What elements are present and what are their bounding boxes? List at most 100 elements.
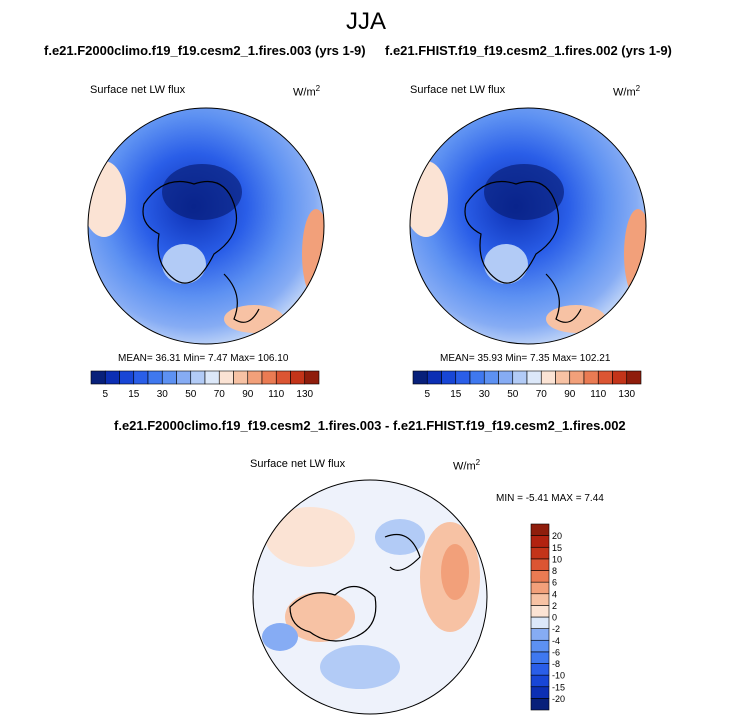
panel2-mid-region	[484, 244, 528, 284]
colorbar-swatch	[626, 370, 642, 385]
panel1-mid-region	[162, 244, 206, 284]
panel3-neg-region	[320, 645, 400, 689]
colorbar-tick-label: 5	[102, 389, 108, 400]
colorbar-tick-label: -15	[552, 682, 565, 692]
colorbar-tick-label: 30	[157, 389, 169, 400]
colorbar-swatch	[530, 535, 550, 548]
colorbar-swatch	[530, 686, 550, 699]
panel2-warm-region	[546, 305, 606, 333]
colorbar-tick-label: 6	[552, 578, 557, 588]
colorbar-tick-label: 130	[618, 389, 635, 400]
panel1-cold-core	[162, 164, 242, 220]
panel1-coastline	[223, 273, 260, 323]
panel3-pos-region	[265, 507, 355, 567]
panel1-title: f.e21.F2000climo.f19_f19.cesm2_1.fires.0…	[44, 43, 366, 58]
colorbar-tick-label: 10	[552, 554, 562, 564]
panel2-title: f.e21.FHIST.f19_f19.cesm2_1.fires.002 (y…	[385, 43, 672, 58]
colorbar-swatch	[530, 698, 550, 711]
colorbar-tick-label: -2	[552, 624, 560, 634]
colorbar-tick-label: -4	[552, 636, 560, 646]
colorbar-tick-label: 90	[564, 389, 576, 400]
colorbar-swatch	[290, 370, 306, 385]
colorbar-swatch	[483, 370, 499, 385]
colorbar-tick-label: -8	[552, 659, 560, 669]
panel3-units: W/m2	[453, 458, 481, 473]
panel3-pos-region	[441, 544, 469, 600]
panel3-coastline	[289, 585, 377, 642]
panel1-warm-region	[224, 305, 284, 333]
colorbar-swatch	[104, 370, 120, 385]
colorbar-swatch	[412, 370, 428, 385]
colorbar-swatch	[530, 605, 550, 618]
colorbar-swatch	[261, 370, 277, 385]
panel2-cold-core	[484, 164, 564, 220]
colorbar-tick-label: 50	[507, 389, 519, 400]
panel3-map	[252, 479, 488, 715]
colorbar-tick-label: 50	[185, 389, 197, 400]
colorbar-swatch	[530, 616, 550, 629]
panel2-coastline	[545, 273, 582, 323]
colorbar-tick-label: 5	[424, 389, 430, 400]
colorbar-swatch	[455, 370, 471, 385]
colorbar-tick-label: 90	[242, 389, 254, 400]
colorbar-swatch	[119, 370, 135, 385]
panel3-variable-label: Surface net LW flux	[250, 458, 346, 470]
colorbar-tick-label: 110	[590, 389, 606, 400]
panel2-variable-label: Surface net LW flux	[410, 84, 506, 96]
colorbar-swatch	[204, 370, 220, 385]
colorbar-tick-label: 70	[536, 389, 548, 400]
colorbar-swatch	[441, 370, 457, 385]
colorbar-tick-label: 8	[552, 566, 557, 576]
colorbar-swatch	[147, 370, 163, 385]
panel1-map-boundary	[87, 107, 325, 345]
colorbar-swatch	[530, 523, 550, 536]
panel2-stats: MEAN= 35.93 Min= 7.35 Max= 102.21	[440, 353, 611, 364]
colorbar-tick-label: 30	[479, 389, 491, 400]
colorbar-swatch	[530, 570, 550, 583]
colorbar-tick-label: -6	[552, 647, 560, 657]
panel1-stats: MEAN= 36.31 Min= 7.47 Max= 106.10	[118, 353, 289, 364]
panel1-field	[88, 108, 324, 344]
colorbar-swatch	[90, 370, 106, 385]
colorbar-swatch	[469, 370, 485, 385]
colorbar-tick-label: 130	[296, 389, 313, 400]
panel1-colorbar: 5 15 30 50 70 90 110 130	[90, 370, 320, 400]
colorbar-tick-label: 20	[552, 531, 562, 541]
colorbar-swatch	[161, 370, 177, 385]
colorbar-tick-label: -10	[552, 671, 565, 681]
colorbar-swatch	[233, 370, 249, 385]
colorbar-swatch	[530, 581, 550, 595]
panel1-coastline	[142, 180, 238, 284]
colorbar-swatch	[190, 370, 206, 385]
panel2-colorbar: 5 15 30 50 70 90 110 130	[412, 370, 642, 400]
colorbar-swatch	[133, 370, 149, 385]
colorbar-tick-label: 15	[128, 389, 140, 400]
panel3-coastline	[384, 533, 421, 571]
colorbar-swatch	[530, 663, 550, 676]
colorbar-swatch	[247, 370, 263, 385]
panel2-units: W/m2	[613, 84, 641, 99]
panel3-title: f.e21.F2000climo.f19_f19.cesm2_1.fires.0…	[114, 418, 626, 433]
panel1-variable-label: Surface net LW flux	[90, 84, 186, 96]
colorbar-swatch	[304, 370, 320, 385]
panel1-warm-region	[88, 161, 126, 237]
panel3-neg-region	[262, 623, 298, 651]
colorbar-swatch	[498, 370, 514, 385]
colorbar-swatch	[512, 370, 528, 385]
colorbar-swatch	[275, 370, 291, 385]
panel1-map	[87, 107, 325, 345]
colorbar-swatch	[530, 558, 550, 571]
colorbar-swatch	[530, 651, 550, 664]
colorbar-swatch	[426, 370, 442, 385]
panel3-map-boundary	[252, 479, 488, 715]
colorbar-tick-label: 0	[552, 613, 557, 623]
colorbar-swatch	[530, 628, 550, 641]
colorbar-swatch	[218, 370, 234, 385]
colorbar-swatch	[530, 674, 550, 688]
colorbar-swatch	[530, 546, 550, 560]
colorbar-swatch	[176, 370, 192, 385]
colorbar-swatch	[583, 370, 599, 385]
panel2-map	[409, 107, 647, 345]
colorbar-tick-label: 15	[552, 543, 562, 553]
colorbar-swatch	[569, 370, 585, 385]
